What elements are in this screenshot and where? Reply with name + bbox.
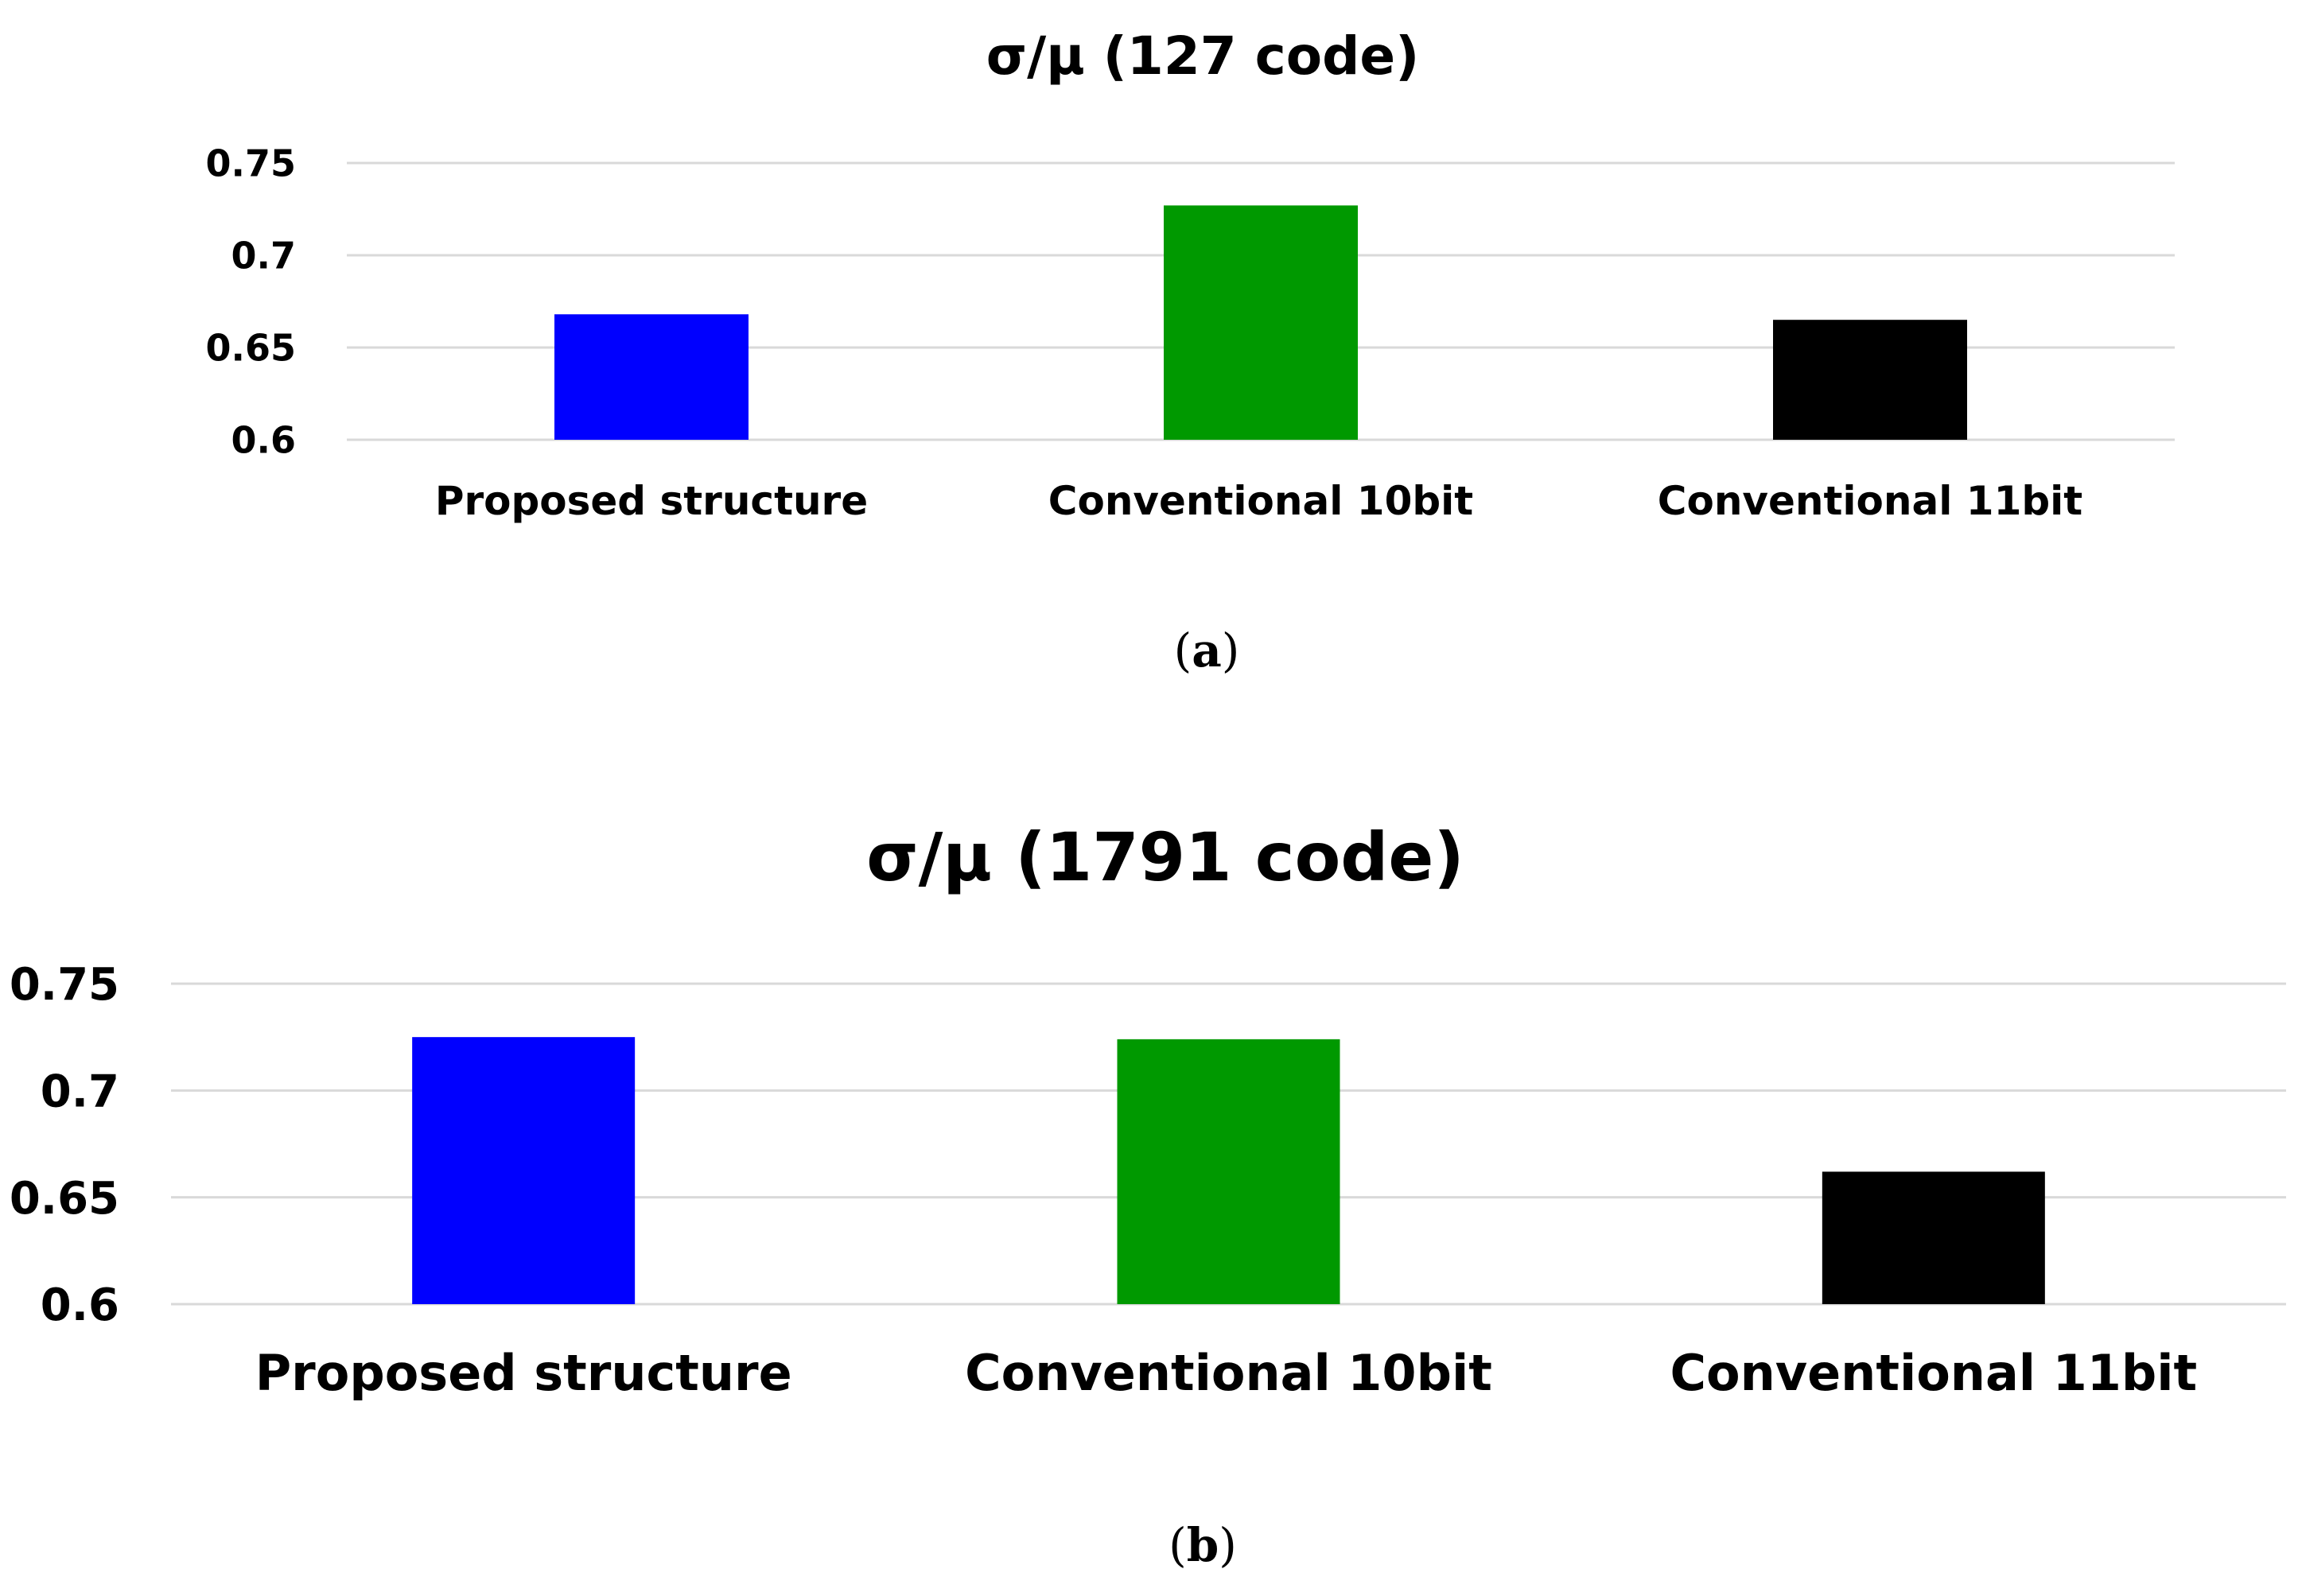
chart-a-y-tick-label: 0.75 — [206, 142, 297, 185]
chart-a-title: σ/μ (127 code) — [986, 25, 1420, 87]
chart-b-y-tick-label: 0.6 — [41, 1280, 119, 1331]
chart-b: σ/μ (1791 code) 0.6 0.65 0.7 0.75 Proposed … — [10, 818, 2286, 1572]
chart-b-y-tick-label: 0.65 — [10, 1173, 119, 1225]
chart-a-y-axis: 0.6 0.65 0.7 0.75 — [206, 142, 297, 462]
chart-b-y-tick-label: 0.7 — [41, 1066, 119, 1117]
chart-b-x-axis: Proposed structure Conventional 10bit Conv… — [255, 1344, 2197, 1402]
chart-a-y-tick-label: 0.7 — [231, 235, 297, 278]
chart-b-bars — [412, 1037, 2045, 1304]
chart-a-category-label: Conventional 10bit — [1048, 478, 1473, 524]
chart-a-y-tick-label: 0.65 — [206, 327, 297, 370]
chart-a-y-tick-label: 0.6 — [231, 419, 297, 462]
chart-a-x-axis: Proposed structure Conventional 10bit Conv… — [435, 478, 2082, 524]
chart-a-caption-letter: a — [1192, 623, 1222, 678]
chart-a-category-label: Conventional 11bit — [1658, 478, 2082, 524]
chart-b-caption: (b) — [1168, 1518, 1237, 1572]
chart-b-caption-letter: b — [1187, 1518, 1219, 1572]
chart-b-y-tick-label: 0.75 — [10, 959, 119, 1011]
chart-a-caption: (a) — [1174, 623, 1240, 678]
chart-a-bar — [1164, 205, 1358, 440]
chart-b-category-label: Proposed structure — [255, 1344, 792, 1402]
chart-a-bar — [554, 314, 749, 440]
chart-b-bar — [412, 1037, 636, 1304]
chart-a: σ/μ (127 code) 0.6 0.65 0.7 0.75 Proposed s… — [206, 25, 2175, 678]
chart-b-title: σ/μ (1791 code) — [866, 818, 1464, 896]
chart-a-bar — [1773, 320, 1967, 440]
chart-b-category-label: Conventional 11bit — [1670, 1344, 2197, 1402]
chart-a-category-label: Proposed structure — [435, 478, 868, 524]
chart-b-bar — [1117, 1039, 1340, 1304]
chart-b-y-axis: 0.6 0.65 0.7 0.75 — [10, 959, 119, 1331]
chart-b-bar — [1822, 1171, 2045, 1304]
chart-b-category-label: Conventional 10bit — [965, 1344, 1492, 1402]
chart-a-bars — [554, 205, 1967, 440]
